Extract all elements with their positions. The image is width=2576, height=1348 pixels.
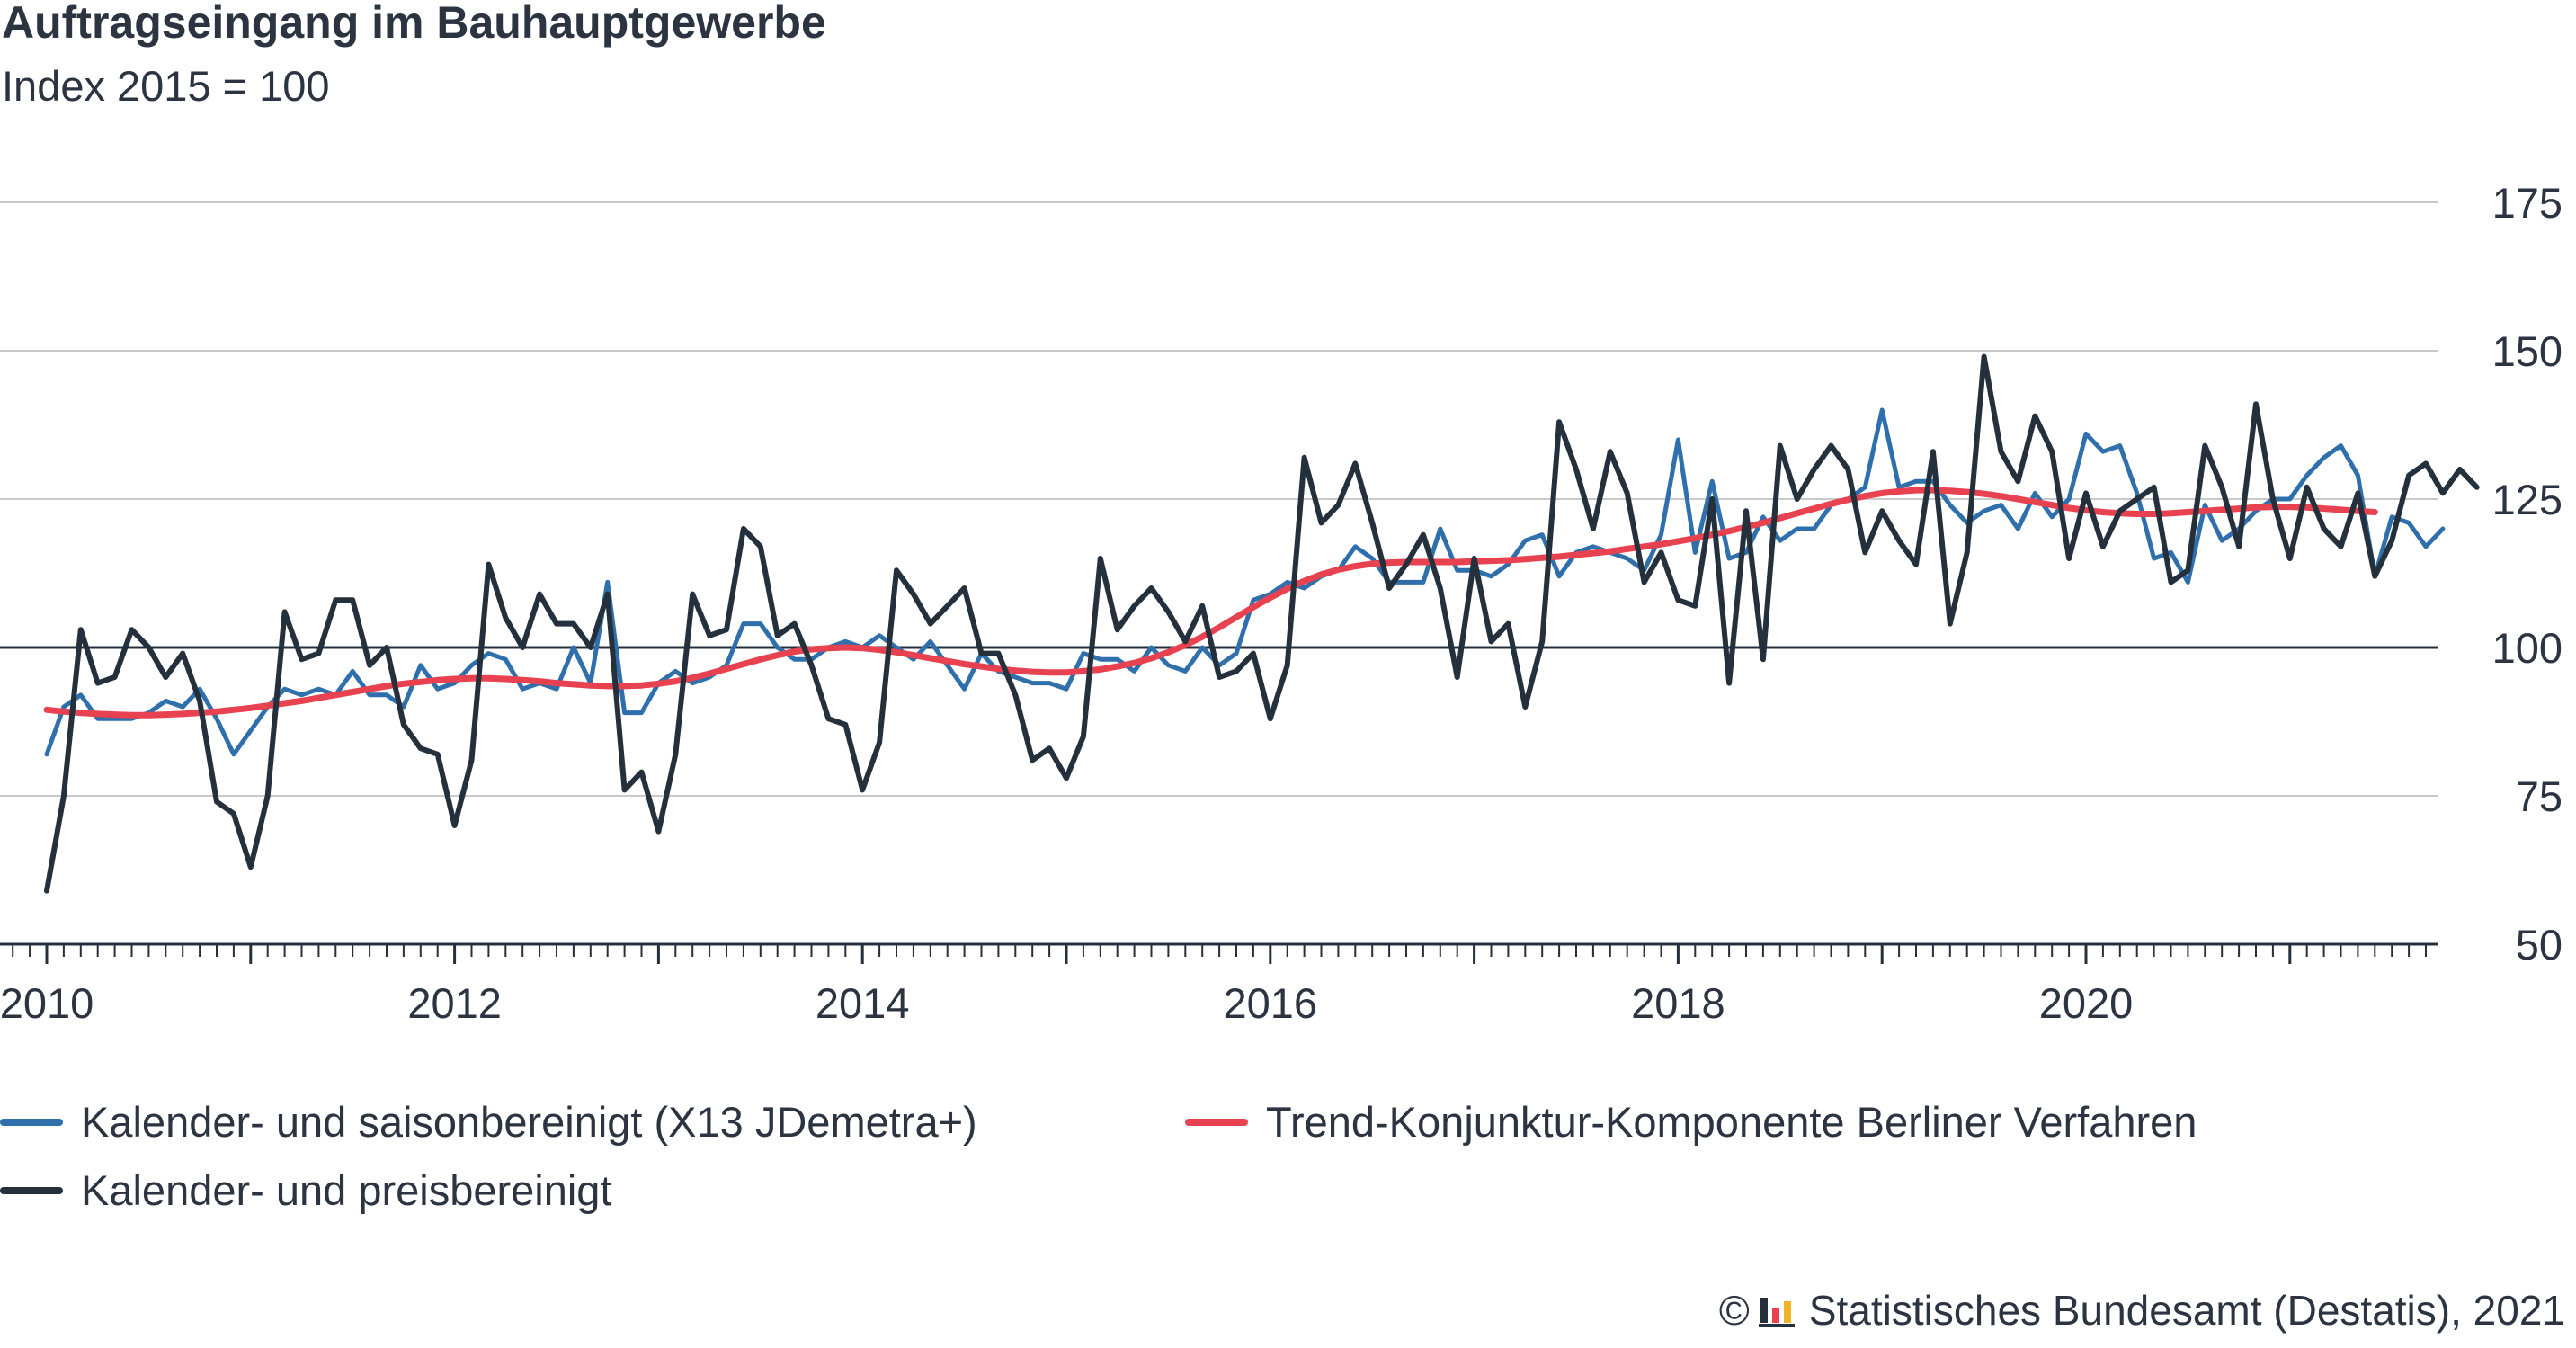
x-tick-label: 2010 (0, 979, 94, 1027)
y-tick-label: 50 (2516, 921, 2563, 969)
destatis-logo-icon (1758, 1298, 1795, 1327)
y-tick-label: 75 (2516, 772, 2563, 820)
legend-label-saison: Kalender- und saisonbereinigt (X13 JDeme… (81, 1098, 977, 1146)
x-tick-label: 2012 (407, 979, 502, 1027)
data-series (43, 353, 2480, 894)
y-tick-label: 175 (2492, 179, 2563, 227)
legend-swatch-trend (1185, 1118, 1248, 1126)
copyright-symbol: © (1718, 1287, 1750, 1334)
legend-label-trend: Trend-Konjunktur-Komponente Berliner Ver… (1266, 1098, 2197, 1146)
series-line-saison (44, 407, 2446, 757)
x-axis: 2010 2012 2014 2016 2018 2020 (0, 942, 2438, 1027)
line-chart: 50 75 100 125 150 175 2010 2012 2014 2016 2018 202… (0, 179, 2563, 1027)
x-tick-label: 2020 (2039, 979, 2134, 1027)
legend-item-preis: Kalender- und preisbereinigt (0, 1165, 611, 1215)
series-line-preis (44, 353, 2480, 894)
y-axis-labels: 50 75 100 125 150 175 (2492, 179, 2563, 969)
legend-swatch-preis (0, 1186, 63, 1194)
y-tick-label: 125 (2492, 476, 2563, 523)
chart-subtitle: Index 2015 = 100 (2, 62, 330, 110)
legend-item-saison: Kalender- und saisonbereinigt (X13 JDeme… (0, 1097, 977, 1147)
legend-swatch-saison (0, 1118, 63, 1126)
x-tick-label: 2014 (816, 979, 910, 1027)
x-tick-label: 2018 (1631, 979, 1725, 1027)
x-tick-label: 2016 (1224, 979, 1318, 1027)
source-footer: © Statistisches Bundesamt (Destatis), 20… (1719, 1286, 2565, 1335)
y-tick-label: 150 (2492, 327, 2563, 375)
grid-lines (0, 201, 2438, 797)
legend-item-trend: Trend-Konjunktur-Komponente Berliner Ver… (1185, 1097, 2197, 1147)
y-tick-label: 100 (2492, 624, 2563, 672)
chart-title: Auftragseingang im Bauhauptgewerbe (2, 0, 826, 48)
legend-label-preis: Kalender- und preisbereinigt (81, 1166, 612, 1214)
footer-source-text: Statistisches Bundesamt (Destatis), 2021 (1808, 1287, 2565, 1334)
